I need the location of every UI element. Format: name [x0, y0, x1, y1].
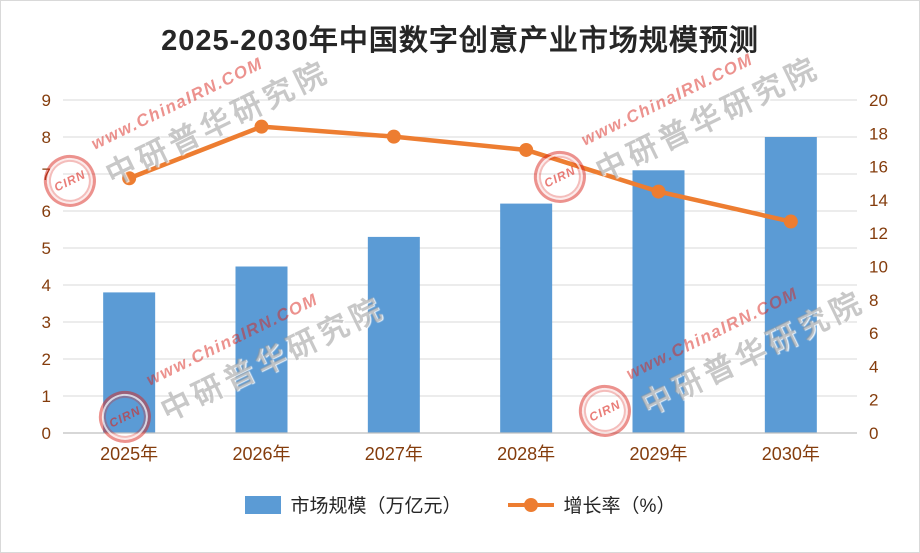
left-axis-tick: 0: [42, 424, 51, 443]
growth-rate-point-2028年: [519, 142, 534, 157]
bar-2029年: [632, 170, 685, 434]
left-axis-tick: 7: [42, 165, 51, 184]
bar-2027年: [367, 236, 420, 433]
left-axis-tick: 3: [42, 313, 51, 332]
left-axis-tick: 2: [42, 350, 51, 369]
right-axis-tick: 0: [869, 424, 878, 443]
bar-series-swatch-icon: [244, 495, 281, 514]
bar-2030年: [764, 137, 817, 433]
x-axis-label: 2029年: [629, 444, 687, 464]
growth-rate-point-2030年: [783, 214, 798, 229]
x-axis-label: 2025年: [100, 444, 158, 464]
bar-2025年: [103, 292, 156, 433]
right-axis-tick: 8: [869, 291, 878, 310]
left-axis-tick: 8: [42, 128, 51, 147]
legend-item-growth-rate: 增长率（%）: [507, 491, 676, 518]
right-axis-tick: 18: [869, 124, 888, 143]
left-axis-tick: 9: [42, 91, 51, 110]
right-axis-tick: 12: [869, 224, 888, 243]
growth-rate-point-2027年: [386, 129, 401, 144]
right-axis-tick: 10: [869, 258, 888, 277]
bar-2028年: [500, 203, 553, 433]
right-axis-tick: 4: [869, 357, 878, 376]
right-axis-tick: 2: [869, 391, 878, 410]
growth-rate-point-2029年: [651, 184, 666, 199]
left-axis-tick: 6: [42, 202, 51, 221]
growth-rate-point-2025年: [122, 171, 137, 186]
left-axis-tick: 1: [42, 387, 51, 406]
right-axis-tick: 14: [869, 191, 888, 210]
right-axis-tick: 20: [869, 91, 888, 110]
legend-label-growth-rate: 增长率（%）: [563, 496, 676, 517]
right-axis-tick: 16: [869, 158, 888, 177]
line-series-swatch-icon: [507, 496, 554, 514]
x-axis-label: 2028年: [497, 444, 555, 464]
x-axis-label: 2026年: [232, 444, 290, 464]
growth-rate-point-2026年: [254, 119, 269, 134]
x-axis-label: 2030年: [762, 444, 820, 464]
x-axis-label: 2027年: [365, 444, 423, 464]
legend: 市场规模（万亿元） 增长率（%）: [1, 491, 919, 518]
bar-2026年: [235, 266, 288, 433]
legend-item-market-size: 市场规模（万亿元）: [244, 491, 462, 518]
legend-label-market-size: 市场规模（万亿元）: [290, 496, 462, 517]
growth-rate-line: [126, 124, 794, 224]
right-axis-tick: 6: [869, 324, 878, 343]
left-axis-tick: 4: [42, 276, 51, 295]
chart-title: 2025-2030年中国数字创意产业市场规模预测: [161, 25, 759, 57]
left-axis-tick: 5: [42, 239, 51, 258]
